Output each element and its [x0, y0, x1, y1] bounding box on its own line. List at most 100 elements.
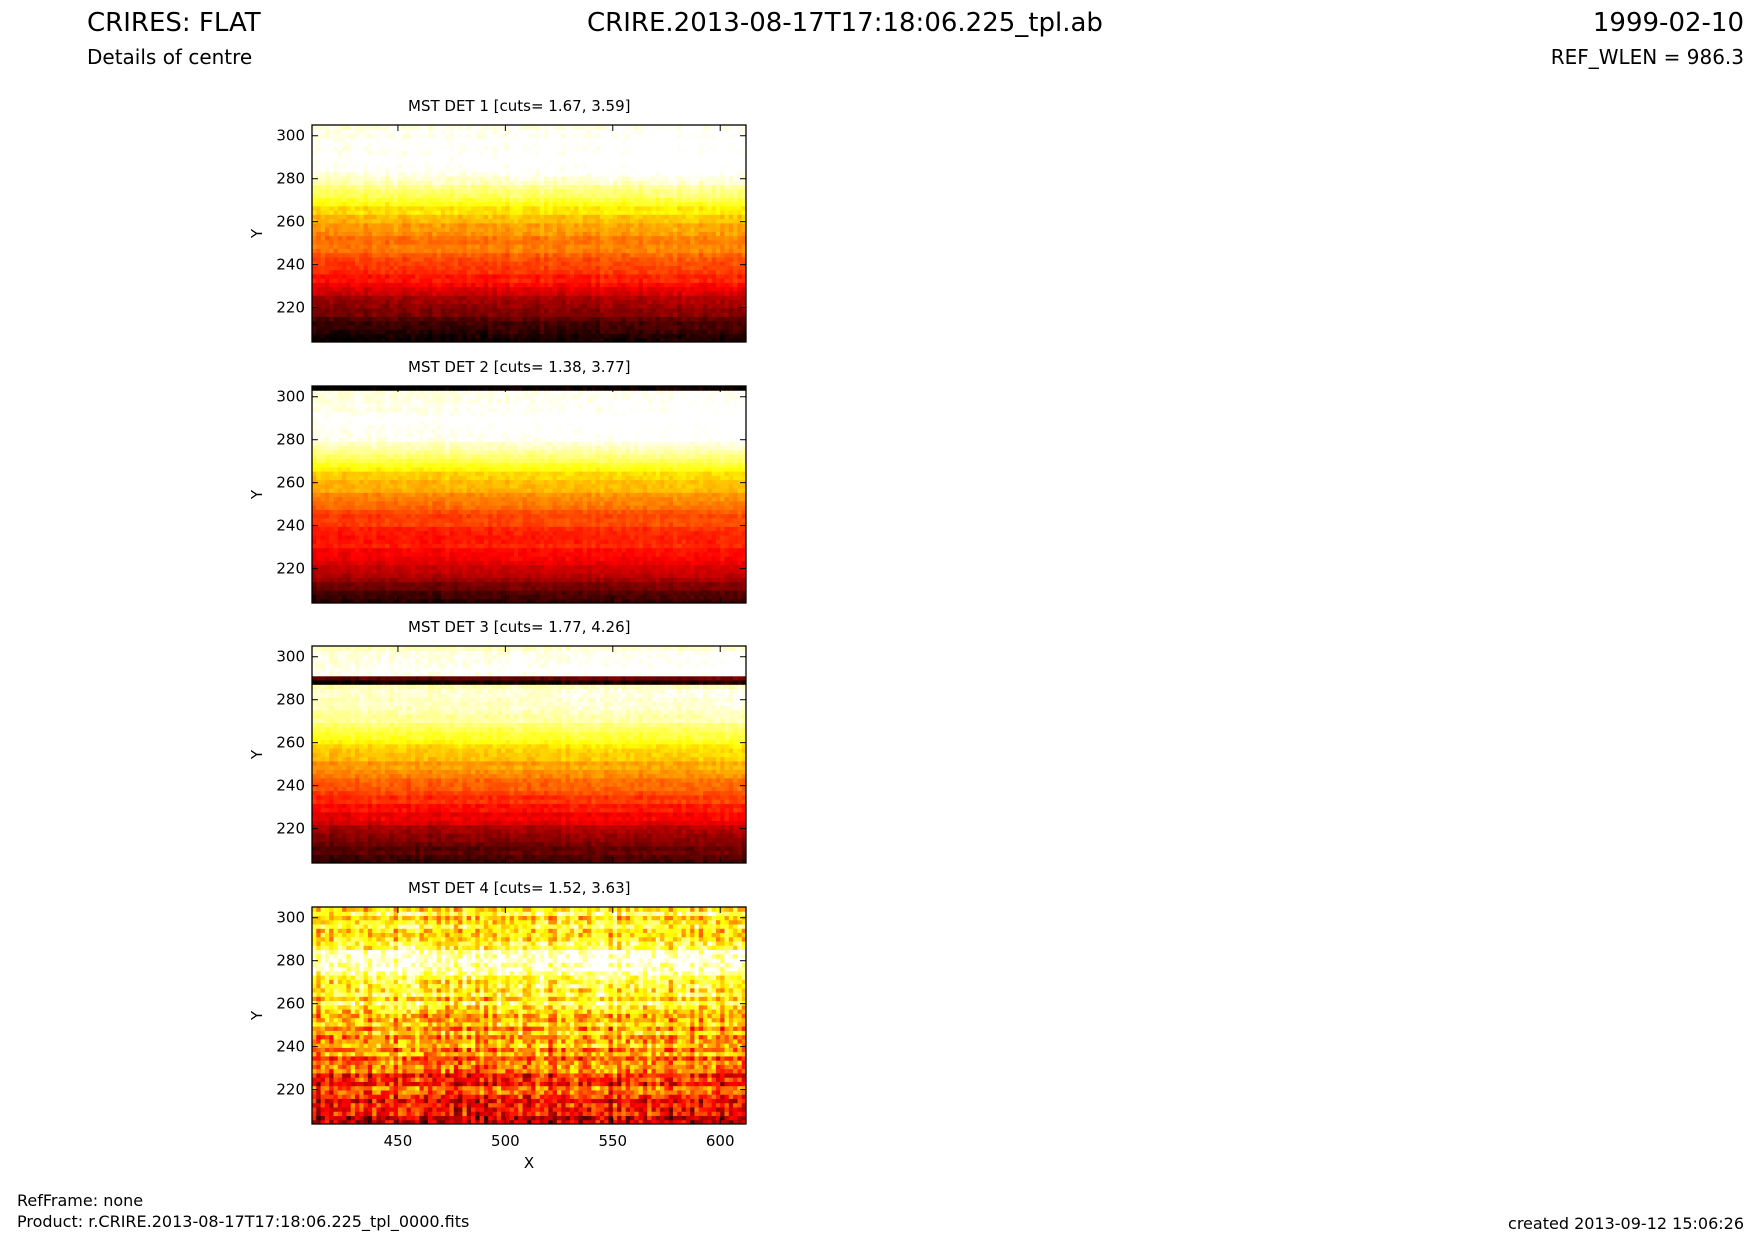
heatmap-cell — [617, 269, 622, 275]
heatmap-cell — [522, 307, 528, 313]
heatmap-cell — [320, 337, 326, 343]
heatmap-cell — [694, 324, 700, 330]
heatmap-cell — [350, 133, 356, 139]
heatmap-cell — [513, 235, 519, 241]
heatmap-cell — [677, 184, 683, 190]
heatmap-cell — [367, 129, 373, 134]
heatmap-cell — [445, 154, 451, 160]
heatmap-cell — [449, 290, 455, 296]
heatmap-cell — [423, 316, 429, 322]
heatmap-cell — [423, 320, 429, 326]
heatmap-cell — [587, 137, 592, 143]
heatmap-cell — [440, 214, 446, 220]
heatmap-cell — [715, 180, 721, 186]
heatmap-cell — [333, 235, 339, 241]
heatmap-cell — [342, 312, 347, 317]
heatmap-cell — [664, 227, 670, 232]
heatmap-cell — [419, 163, 425, 169]
heatmap-cell — [333, 290, 339, 296]
heatmap-cell — [617, 188, 622, 194]
heatmap-cell — [312, 227, 317, 232]
heatmap-cell — [690, 201, 695, 207]
heatmap-cell — [672, 218, 678, 224]
heatmap-cell — [599, 231, 605, 237]
heatmap-cell — [599, 163, 605, 169]
heatmap-cell — [556, 180, 562, 186]
heatmap-cell — [634, 337, 640, 343]
heatmap-cell — [496, 337, 502, 343]
heatmap-cell — [582, 333, 588, 339]
heatmap-cell — [354, 239, 360, 245]
heatmap-cell — [561, 180, 567, 186]
heatmap-cell — [565, 286, 571, 292]
heatmap-cell — [350, 269, 356, 275]
heatmap-cell — [698, 333, 704, 339]
heatmap-cell — [505, 324, 511, 330]
heatmap-cell — [423, 329, 429, 334]
heatmap-cell — [677, 252, 683, 258]
heatmap-cell — [346, 261, 352, 266]
heatmap-cell — [488, 193, 493, 198]
heatmap-cell — [501, 278, 506, 283]
heatmap-cell — [367, 235, 373, 241]
heatmap-cell — [526, 218, 532, 224]
heatmap-cell — [372, 299, 377, 305]
heatmap-cell — [483, 188, 489, 194]
heatmap-cell — [548, 218, 554, 224]
heatmap-cell — [556, 197, 562, 203]
heatmap-cell — [316, 265, 322, 271]
heatmap-cell — [651, 273, 657, 279]
heatmap-cell — [591, 329, 597, 334]
heatmap-cell — [715, 167, 721, 173]
heatmap-cell — [526, 205, 532, 211]
heatmap-cell — [462, 286, 468, 292]
heatmap-cell — [737, 333, 743, 339]
heatmap-cell — [423, 129, 429, 134]
heatmap-cell — [397, 295, 403, 300]
heatmap-cell — [556, 316, 562, 322]
heatmap-cell — [629, 235, 635, 241]
heatmap-cell — [711, 265, 717, 271]
heatmap-cell — [410, 227, 416, 232]
heatmap-cell — [389, 337, 395, 343]
heatmap-cell — [685, 320, 691, 326]
heatmap-cell — [359, 205, 365, 211]
heatmap-cell — [655, 286, 661, 292]
heatmap-cell — [397, 176, 403, 181]
heatmap-cell — [556, 218, 562, 224]
heatmap-cell — [552, 307, 558, 313]
heatmap-cell — [548, 239, 554, 245]
heatmap-cell — [668, 269, 674, 275]
heatmap-cell — [617, 239, 622, 245]
heatmap-cell — [458, 256, 463, 262]
heatmap-cell — [501, 269, 506, 275]
heatmap-cell — [690, 278, 695, 283]
heatmap-cell — [681, 210, 687, 215]
heatmap-cell — [458, 188, 463, 194]
heatmap-cell — [350, 210, 356, 215]
heatmap-cell — [440, 329, 446, 334]
heatmap-cell — [496, 282, 502, 288]
heatmap-cell — [419, 265, 425, 271]
heatmap-cell — [608, 252, 614, 258]
heatmap-cell — [681, 273, 687, 279]
heatmap-cell — [432, 312, 438, 317]
heatmap-cell — [604, 252, 609, 258]
heatmap-cell — [458, 273, 463, 279]
heatmap-cell — [509, 256, 515, 262]
heatmap-cell — [548, 231, 554, 237]
heatmap-cell — [359, 146, 365, 152]
heatmap-cell — [389, 184, 395, 190]
heatmap-cell — [320, 312, 326, 317]
heatmap-cell — [737, 286, 743, 292]
heatmap-cell — [354, 337, 360, 343]
heatmap-cell — [397, 184, 403, 190]
heatmap-cell — [548, 324, 554, 330]
heatmap-cell — [715, 188, 721, 194]
heatmap-cell — [672, 197, 678, 203]
heatmap-cell — [458, 201, 463, 207]
heatmap-cell — [488, 159, 493, 164]
heatmap-cell — [501, 256, 506, 262]
heatmap-cell — [561, 337, 567, 343]
heatmap-cell — [479, 269, 485, 275]
